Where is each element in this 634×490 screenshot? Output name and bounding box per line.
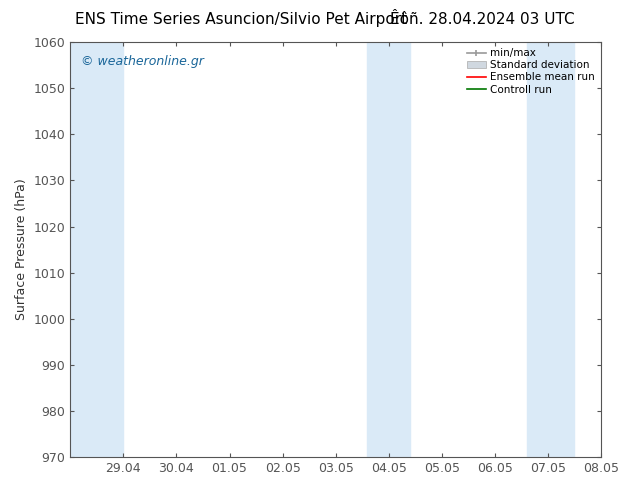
Text: Êôñ. 28.04.2024 03 UTC: Êôñ. 28.04.2024 03 UTC xyxy=(389,12,574,27)
Bar xyxy=(548,42,574,457)
Bar xyxy=(389,42,410,457)
Bar xyxy=(70,42,124,457)
Text: © weatheronline.gr: © weatheronline.gr xyxy=(81,54,204,68)
Bar xyxy=(527,42,548,457)
Bar xyxy=(368,42,389,457)
Y-axis label: Surface Pressure (hPa): Surface Pressure (hPa) xyxy=(15,179,28,320)
Text: ENS Time Series Asuncion/Silvio Pet Airport: ENS Time Series Asuncion/Silvio Pet Airp… xyxy=(75,12,407,27)
Legend: min/max, Standard deviation, Ensemble mean run, Controll run: min/max, Standard deviation, Ensemble me… xyxy=(464,45,598,98)
